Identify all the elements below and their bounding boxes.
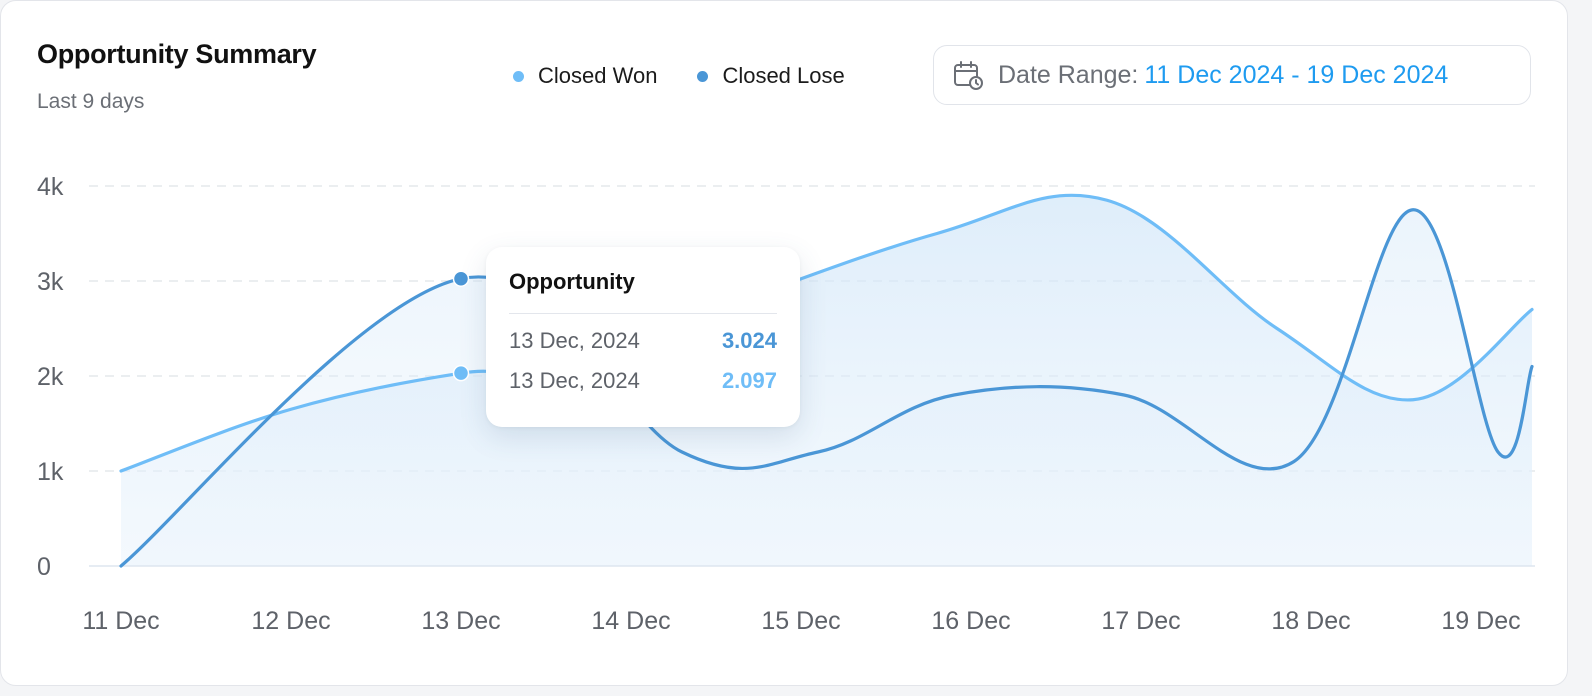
- y-tick-label: 0: [37, 553, 51, 581]
- chart-tooltip: Opportunity 13 Dec, 2024 3.024 13 Dec, 2…: [486, 247, 800, 427]
- legend-label-closed-won: Closed Won: [538, 63, 658, 88]
- x-tick-label: 17 Dec: [1101, 607, 1180, 635]
- date-range-value: 11 Dec 2024 - 19 Dec 2024: [1144, 60, 1449, 89]
- tooltip-divider: [509, 313, 777, 314]
- tooltip-value-closed-lose: 3.024: [721, 328, 777, 353]
- calendar-clock-icon: [952, 59, 984, 91]
- chart-legend: Closed Won Closed Lose: [513, 63, 845, 89]
- tooltip-date: 13 Dec, 2024: [509, 368, 640, 393]
- area-closed-lose: [121, 209, 1532, 567]
- x-tick-label: 18 Dec: [1271, 607, 1350, 635]
- x-tick-label: 11 Dec: [82, 607, 159, 635]
- date-range-label: Date Range:: [998, 60, 1139, 89]
- y-tick-label: 3k: [37, 268, 64, 296]
- legend-item-closed-lose[interactable]: Closed Lose: [697, 63, 845, 89]
- x-tick-label: 15 Dec: [761, 607, 840, 635]
- legend-item-closed-won[interactable]: Closed Won: [513, 63, 657, 89]
- date-range-picker[interactable]: Date Range: 11 Dec 2024 - 19 Dec 2024: [933, 45, 1531, 105]
- chart-title: Opportunity Summary: [37, 39, 317, 69]
- legend-label-closed-lose: Closed Lose: [722, 63, 845, 88]
- x-tick-label: 12 Dec: [251, 607, 330, 635]
- x-tick-label: 19 Dec: [1441, 607, 1520, 635]
- tooltip-date: 13 Dec, 2024: [509, 328, 640, 353]
- y-tick-label: 2k: [37, 363, 64, 391]
- x-tick-label: 13 Dec: [421, 607, 500, 635]
- x-tick-label: 16 Dec: [931, 607, 1010, 635]
- marker-closed-lose: [452, 270, 470, 287]
- opportunity-line-chart: 0 1k 2k 3k 4k 11 Dec 12 Dec 13 Dec 14 Dec 15 Dec 1…: [37, 173, 1535, 635]
- y-tick-label: 4k: [37, 173, 64, 201]
- opportunity-summary-card: Opportunity Summary Last 9 days Closed W…: [0, 0, 1568, 686]
- marker-closed-won: [452, 364, 470, 382]
- y-tick-label: 1k: [37, 458, 64, 486]
- tooltip-row-closed-won: 13 Dec, 2024 2.097: [509, 368, 777, 394]
- line-closed-won: [119, 193, 1534, 473]
- x-tick-label: 14 Dec: [591, 607, 670, 635]
- tooltip-title: Opportunity: [509, 269, 635, 294]
- tooltip-value-closed-won: 2.097: [721, 368, 777, 393]
- chart-subtitle: Last 9 days: [37, 90, 145, 113]
- legend-dot-closed-won: [513, 70, 524, 82]
- legend-dot-closed-lose: [697, 70, 709, 82]
- tooltip-row-closed-lose: 13 Dec, 2024 3.024: [509, 328, 777, 354]
